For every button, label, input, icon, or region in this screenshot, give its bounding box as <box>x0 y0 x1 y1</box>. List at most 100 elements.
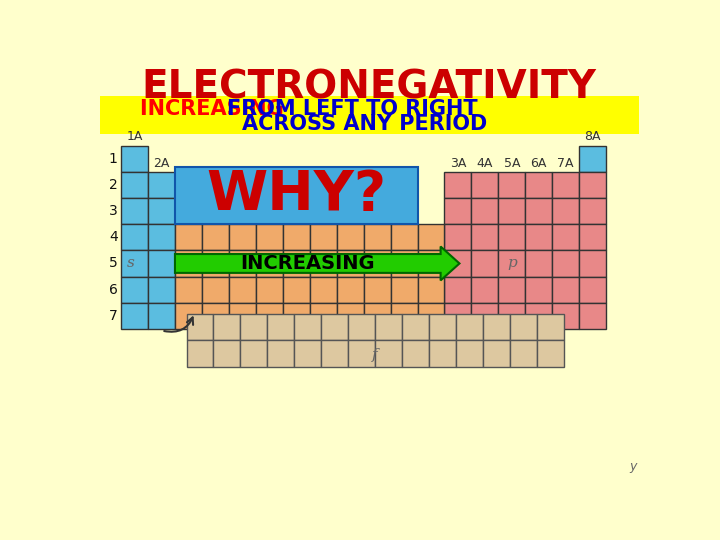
Bar <box>498 198 526 224</box>
Polygon shape <box>175 246 459 280</box>
Bar <box>186 340 213 367</box>
Bar <box>537 340 564 367</box>
Text: y: y <box>629 460 637 473</box>
Text: 3: 3 <box>109 204 118 218</box>
Bar <box>310 303 337 329</box>
Bar <box>579 224 606 251</box>
Bar <box>186 314 213 340</box>
Bar <box>552 276 579 303</box>
Bar <box>526 172 552 198</box>
Text: 5A: 5A <box>503 157 520 170</box>
Bar <box>472 251 498 276</box>
Bar <box>418 276 444 303</box>
Bar <box>175 167 418 224</box>
Bar <box>256 224 283 251</box>
Bar <box>526 224 552 251</box>
Bar <box>121 146 148 172</box>
Bar <box>429 340 456 367</box>
Bar <box>121 198 148 224</box>
Bar <box>526 251 552 276</box>
Bar <box>526 198 552 224</box>
Bar <box>444 303 472 329</box>
Bar <box>552 198 579 224</box>
Text: WHY?: WHY? <box>206 168 387 222</box>
Bar <box>283 251 310 276</box>
Bar <box>402 340 429 367</box>
Text: 1A: 1A <box>126 130 143 143</box>
Bar <box>390 251 418 276</box>
Bar <box>121 224 148 251</box>
Text: 6: 6 <box>109 282 118 296</box>
Bar <box>510 314 537 340</box>
Bar <box>294 340 321 367</box>
Bar <box>444 251 472 276</box>
Bar <box>526 276 552 303</box>
Bar <box>483 314 510 340</box>
Bar <box>148 198 175 224</box>
Bar <box>579 198 606 224</box>
Bar <box>537 314 564 340</box>
Text: ELECTRONEGATIVITY: ELECTRONEGATIVITY <box>142 69 596 107</box>
Bar <box>510 340 537 367</box>
Text: INCREASING: INCREASING <box>140 99 291 119</box>
Bar <box>310 224 337 251</box>
Bar <box>99 96 639 134</box>
Bar <box>472 303 498 329</box>
Bar <box>472 276 498 303</box>
Bar <box>337 303 364 329</box>
Bar <box>229 276 256 303</box>
Bar <box>229 224 256 251</box>
Bar <box>526 303 552 329</box>
Bar <box>552 172 579 198</box>
Bar <box>337 276 364 303</box>
Bar <box>202 276 229 303</box>
Text: 2: 2 <box>109 178 118 192</box>
Text: s: s <box>127 256 135 271</box>
Bar <box>364 251 390 276</box>
Bar <box>267 340 294 367</box>
Bar <box>498 251 526 276</box>
Text: 3A: 3A <box>450 157 466 170</box>
Text: 7A: 7A <box>557 157 574 170</box>
Bar <box>240 314 267 340</box>
Text: 6A: 6A <box>531 157 547 170</box>
Bar <box>444 198 472 224</box>
Text: 1: 1 <box>109 152 118 166</box>
Text: 7: 7 <box>109 309 118 323</box>
Bar <box>202 303 229 329</box>
Text: INCREASING: INCREASING <box>240 254 375 273</box>
Bar <box>337 251 364 276</box>
Bar <box>121 303 148 329</box>
Bar <box>579 251 606 276</box>
Bar <box>472 172 498 198</box>
Bar <box>148 172 175 198</box>
Bar <box>579 146 606 172</box>
Bar <box>175 251 202 276</box>
Bar <box>390 224 418 251</box>
Text: 2A: 2A <box>153 157 170 170</box>
Bar <box>375 340 402 367</box>
Text: p: p <box>507 256 517 271</box>
Text: 8A: 8A <box>585 130 601 143</box>
Text: 4A: 4A <box>477 157 493 170</box>
Bar <box>429 314 456 340</box>
Bar <box>283 276 310 303</box>
Bar <box>498 224 526 251</box>
Bar <box>472 224 498 251</box>
Text: f: f <box>372 348 378 362</box>
Bar <box>229 251 256 276</box>
Bar <box>364 224 390 251</box>
Bar <box>418 303 444 329</box>
Text: 4: 4 <box>109 230 118 244</box>
Bar <box>456 314 483 340</box>
Bar <box>148 251 175 276</box>
Bar <box>444 224 472 251</box>
Bar <box>175 224 202 251</box>
Bar <box>321 314 348 340</box>
Bar <box>175 276 202 303</box>
Bar <box>498 276 526 303</box>
Bar <box>310 251 337 276</box>
Bar <box>364 303 390 329</box>
Bar <box>229 303 256 329</box>
Bar <box>579 276 606 303</box>
